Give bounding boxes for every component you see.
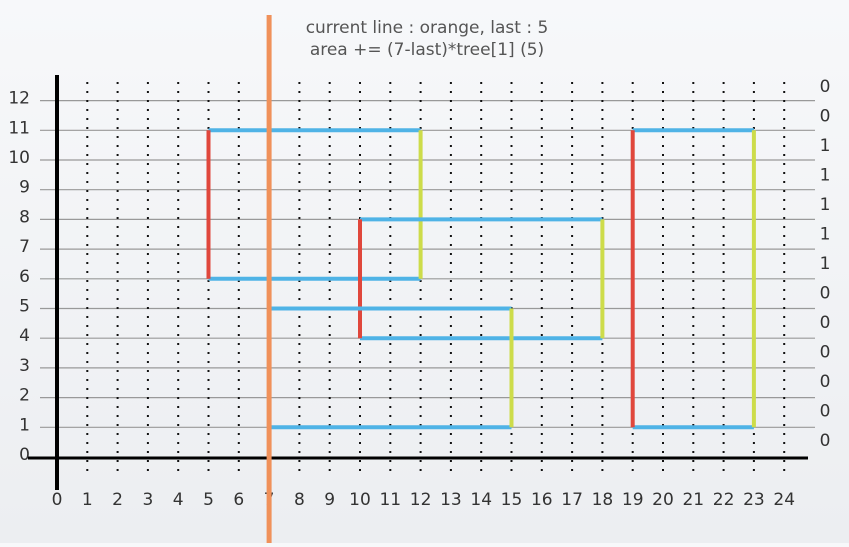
x-tick-label: 19 (622, 490, 644, 510)
title-line: area += (7-last)*tree[1] (5) (310, 40, 544, 60)
y-tick-label: 5 (19, 297, 30, 317)
y-tick-label: 6 (19, 267, 30, 287)
x-tick-label: 13 (440, 490, 462, 510)
x-tick-label: 23 (743, 490, 765, 510)
tree-value: 0 (820, 77, 831, 97)
x-tick-label: 4 (173, 490, 184, 510)
tree-value: 0 (820, 313, 831, 333)
tree-value: 0 (820, 372, 831, 392)
x-tick-label: 17 (561, 490, 583, 510)
x-tick-label: 2 (112, 490, 123, 510)
tree-value: 1 (820, 136, 831, 156)
x-tick-label: 14 (470, 490, 492, 510)
x-tick-label: 11 (379, 490, 401, 510)
y-tick-label: 1 (19, 415, 30, 435)
x-tick-label: 18 (592, 490, 614, 510)
tree-value: 1 (820, 166, 831, 186)
y-tick-label: 0 (19, 445, 30, 465)
tree-value: 1 (820, 225, 831, 245)
y-tick-label: 7 (19, 237, 30, 257)
title-line: current line : orange, last : 5 (306, 18, 549, 38)
x-tick-label: 24 (773, 490, 795, 510)
tree-value: 0 (820, 284, 831, 304)
x-tick-label: 3 (142, 490, 153, 510)
tree-value: 0 (820, 343, 831, 363)
y-tick-label: 4 (19, 326, 30, 346)
x-tick-label: 5 (203, 490, 214, 510)
x-tick-label: 8 (294, 490, 305, 510)
tree-value: 1 (820, 254, 831, 274)
y-tick-label: 11 (8, 118, 30, 138)
tree-value: 0 (820, 431, 831, 451)
y-tick-label: 12 (8, 89, 30, 109)
tree-value: 0 (820, 107, 831, 127)
y-tick-label: 10 (8, 148, 30, 168)
x-tick-label: 16 (531, 490, 553, 510)
x-tick-label: 15 (501, 490, 523, 510)
y-tick-label: 8 (19, 207, 30, 227)
tree-value: 1 (820, 195, 831, 215)
x-tick-label: 22 (713, 490, 735, 510)
x-tick-label: 6 (233, 490, 244, 510)
y-tick-label: 3 (19, 356, 30, 376)
x-tick-label: 12 (410, 490, 432, 510)
x-tick-label: 0 (52, 490, 63, 510)
y-tick-label: 2 (19, 386, 30, 406)
x-tick-label: 20 (652, 490, 674, 510)
x-tick-label: 1 (82, 490, 93, 510)
x-tick-label: 21 (682, 490, 704, 510)
x-tick-label: 10 (349, 490, 371, 510)
tree-value: 0 (820, 402, 831, 422)
x-tick-label: 9 (324, 490, 335, 510)
y-tick-label: 9 (19, 178, 30, 198)
